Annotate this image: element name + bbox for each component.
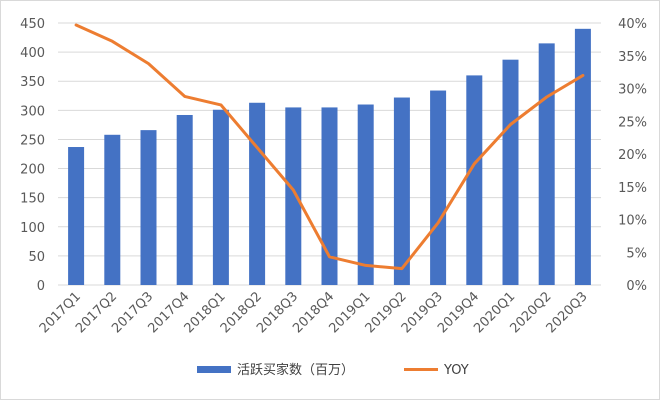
right-tick-label: 40% <box>618 17 647 32</box>
yoy-line <box>74 23 585 271</box>
left-tick-label: 350 <box>20 75 45 90</box>
bar <box>574 28 591 285</box>
right-tick-label: 0% <box>626 279 647 294</box>
bar <box>212 109 229 285</box>
left-tick-label: 0 <box>37 279 45 294</box>
left-axis-ticks: 0 50 100 150 200 250 300 350 400 450 <box>20 17 45 294</box>
bar <box>249 102 266 286</box>
left-tick-label: 200 <box>20 163 45 178</box>
bar <box>104 134 121 285</box>
left-tick-label: 300 <box>20 104 45 119</box>
right-tick-label: 20% <box>618 148 647 163</box>
left-tick-label: 250 <box>20 133 45 148</box>
bar <box>321 107 338 285</box>
bar <box>538 43 555 285</box>
bar <box>466 75 483 286</box>
left-tick-label: 150 <box>20 192 45 207</box>
bar <box>140 130 157 285</box>
x-axis-ticks: 2017Q12017Q22017Q32017Q42018Q12018Q22018… <box>37 289 591 336</box>
bar <box>285 107 302 285</box>
right-tick-label: 15% <box>618 181 647 196</box>
bar <box>357 104 374 285</box>
right-tick-label: 5% <box>626 246 647 261</box>
right-tick-label: 35% <box>618 50 647 65</box>
right-tick-label: 25% <box>618 115 647 130</box>
bar <box>502 59 519 286</box>
legend-label-bar: 活跃买家数（百万） <box>237 362 354 378</box>
yoy-line-group <box>74 23 585 271</box>
legend-swatch-bar <box>197 366 231 373</box>
right-tick-label: 10% <box>618 214 647 229</box>
left-tick-label: 100 <box>20 221 45 236</box>
legend-label-line: YOY <box>443 363 469 378</box>
bar <box>68 147 85 285</box>
bar <box>393 97 410 285</box>
left-tick-label: 450 <box>20 17 45 32</box>
right-axis-ticks: 0% 5% 10% 15% 20% 25% 30% 35% 40% <box>618 17 647 294</box>
bar <box>430 90 447 285</box>
bar <box>176 114 193 285</box>
right-tick-label: 30% <box>618 83 647 98</box>
left-tick-label: 400 <box>20 46 45 61</box>
legend: 活跃买家数（百万） YOY <box>197 362 469 378</box>
left-tick-label: 50 <box>28 250 45 265</box>
bars <box>68 28 591 286</box>
